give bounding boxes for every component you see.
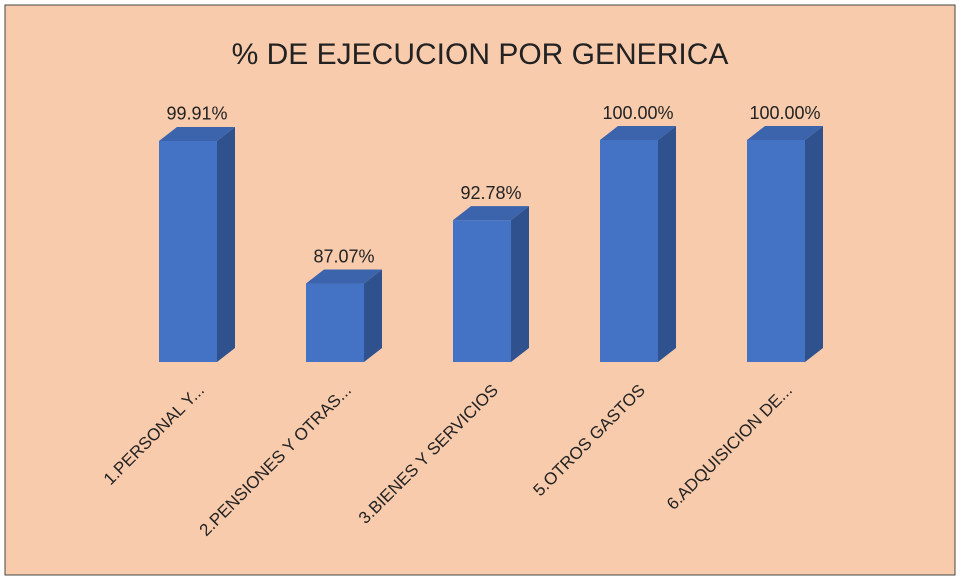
bar [159, 140, 217, 362]
bar-side [364, 269, 382, 362]
data-label: 100.00% [602, 103, 673, 123]
chart-title: % DE EJECUCION POR GENERICA [232, 38, 729, 71]
bar [747, 140, 805, 362]
bar-side [805, 126, 823, 362]
data-label: 87.07% [313, 246, 374, 266]
bar-side [217, 126, 235, 363]
bar-top [747, 126, 823, 140]
bar-top [600, 126, 676, 140]
bar-top [453, 206, 529, 221]
bar [453, 220, 511, 362]
bar-side [658, 126, 676, 362]
bar [600, 140, 658, 362]
data-label: 92.78% [460, 183, 521, 203]
bar [306, 283, 364, 362]
bar-top [306, 269, 382, 284]
bar-side [511, 206, 529, 362]
bar-top [159, 126, 235, 141]
data-label: 99.91% [166, 104, 227, 124]
data-label: 100.00% [749, 103, 820, 123]
